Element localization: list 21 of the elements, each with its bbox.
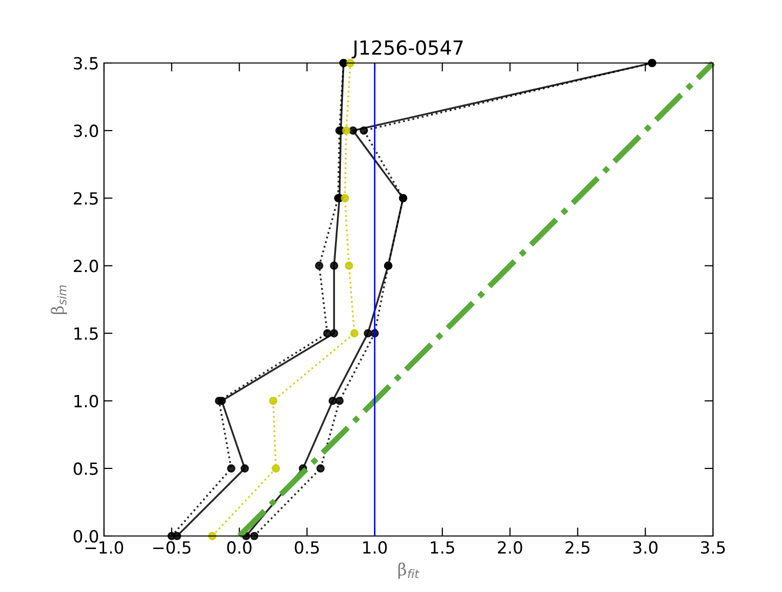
x-axis-title: β$_{fit}$ xyxy=(398,562,420,579)
x-tick-label: −1.0 xyxy=(86,541,124,554)
y-tick-label: 2.0 xyxy=(74,260,98,272)
chart-title: J1256-0547 xyxy=(352,40,463,59)
y-axis-title: β$_{sim}$ xyxy=(50,285,67,314)
y-tick-label: 3.0 xyxy=(74,124,98,138)
x-tick-label: 1.5 xyxy=(430,541,454,554)
y-tick-label: 3.5 xyxy=(74,56,98,70)
x-tick-label: 0.5 xyxy=(294,541,319,554)
x-tick-label: 2.5 xyxy=(566,541,590,554)
x-tick-label: 3.5 xyxy=(701,541,725,554)
x-tick-label: −0.5 xyxy=(153,541,190,554)
y-tick-label: 2.5 xyxy=(74,192,98,205)
y-tick-label: 1.0 xyxy=(74,394,98,408)
x-tick-label: 2.0 xyxy=(498,541,522,554)
y-tick-label: 0.0 xyxy=(74,530,98,543)
x-tick-label: 3.0 xyxy=(633,541,658,554)
y-tick-label: 1.5 xyxy=(74,327,98,340)
y-tick-label: 0.5 xyxy=(74,462,98,475)
x-tick-label: 1.0 xyxy=(363,541,387,554)
x-tick-label: 0.0 xyxy=(227,541,252,554)
